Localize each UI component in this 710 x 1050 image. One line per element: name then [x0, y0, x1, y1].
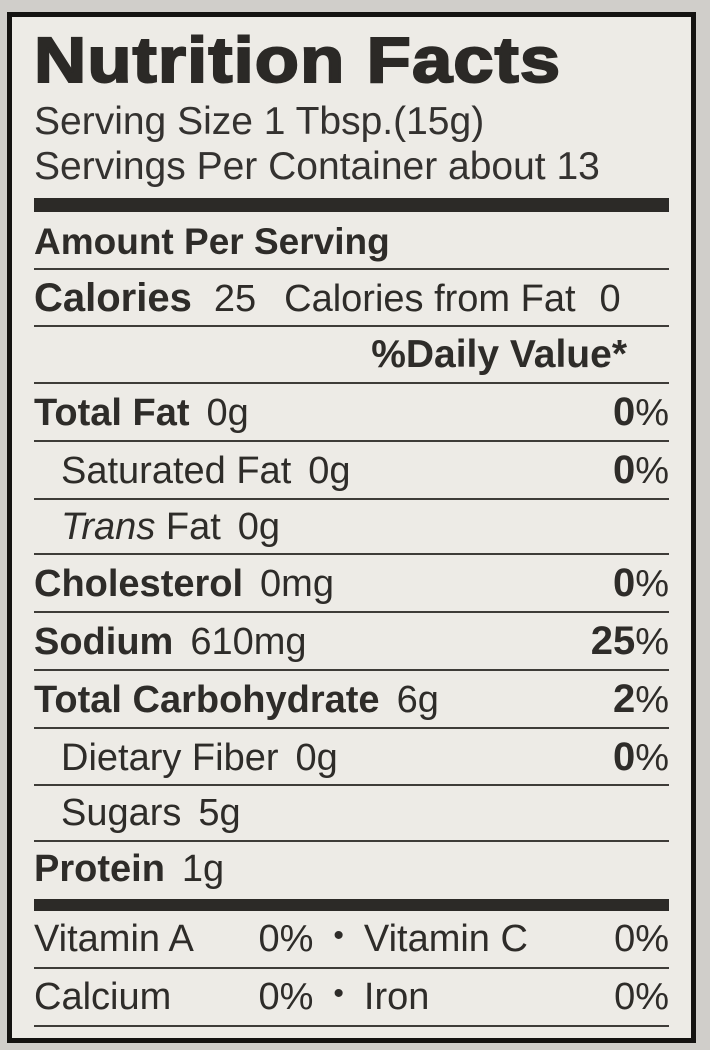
nutrient-row-total-carbohydrate: Total Carbohydrate 6g 2% — [34, 668, 669, 727]
vitamin-a-cell: Vitamin A 0% — [34, 918, 313, 961]
calories-from-fat-label: Calories from Fat — [284, 277, 576, 320]
nutrient-row-sodium: Sodium 610mg 25% — [34, 610, 669, 669]
iron-value: 0% — [614, 976, 669, 1019]
nutrient-name: Protein — [34, 847, 165, 890]
vitamin-row-a-c: Vitamin A 0% • Vitamin C 0% — [34, 911, 669, 967]
vitamin-c-cell: Vitamin C 0% — [364, 918, 669, 961]
nutrient-daily-value: 0% — [612, 390, 669, 434]
nutrient-daily-value: 0% — [612, 561, 669, 606]
vitamin-c-value: 0% — [614, 918, 669, 961]
nutrient-amount: 610mg — [190, 620, 307, 663]
nutrient-daily-value: 0% — [612, 734, 669, 779]
nutrient-name: Sodium — [34, 620, 174, 663]
iron-label: Iron — [363, 976, 430, 1019]
bullet-separator: • — [333, 919, 344, 953]
vitamin-a-value: 0% — [258, 918, 314, 961]
nutrient-amount: 5g — [198, 792, 241, 835]
vitamin-c-label: Vitamin C — [363, 918, 528, 961]
nutrient-name: Dietary Fiber — [61, 736, 279, 779]
bullet-separator: • — [333, 977, 344, 1011]
daily-value-header-label: %Daily Value* — [371, 333, 627, 377]
nutrient-name: Cholesterol — [34, 563, 244, 606]
serving-size: Serving Size 1 Tbsp.(15g) — [34, 100, 485, 144]
nutrient-amount: 0g — [308, 449, 351, 492]
vitamin-a-label: Vitamin A — [34, 918, 194, 961]
nutrient-daily-value: 2% — [612, 676, 669, 721]
nutrient-row-saturated-fat: Saturated Fat 0g 0% — [34, 439, 669, 498]
nutrient-daily-value: 25% — [590, 618, 669, 663]
calories-row: Calories 25 Calories from Fat 0 — [34, 267, 669, 326]
nutrition-facts-label: Nutrition Facts Serving Size 1 Tbsp.(15g… — [7, 12, 696, 1043]
vitamin-row-calcium-iron: Calcium 0% • Iron 0% — [34, 967, 669, 1025]
nutrient-row-protein: Protein 1g — [34, 839, 669, 896]
nutrient-amount: 0mg — [260, 563, 334, 606]
nutrient-name: Total Fat — [34, 392, 190, 434]
nutrient-row-sugars: Sugars 5g — [34, 784, 669, 840]
nutrient-name: Saturated Fat — [61, 449, 292, 492]
calories-from-fat-value: 0 — [599, 277, 621, 320]
nutrient-amount: 1g — [181, 847, 225, 890]
calories-value: 25 — [213, 277, 257, 320]
nutrient-amount: 6g — [396, 678, 439, 721]
calcium-cell: Calcium 0% — [34, 976, 313, 1019]
nutrient-row-total-fat: Total Fat 0g 0% — [34, 382, 669, 440]
calcium-label: Calcium — [34, 976, 172, 1019]
nutrient-row-dietary-fiber: Dietary Fiber 0g 0% — [34, 726, 669, 785]
amount-per-serving-label: Amount Per Serving — [34, 221, 390, 263]
thick-separator-bottom — [34, 899, 669, 912]
nutrient-daily-value: 0% — [612, 447, 669, 492]
iron-cell: Iron 0% — [364, 976, 669, 1019]
thick-separator-top — [34, 198, 669, 213]
nutrient-row-cholesterol: Cholesterol 0mg 0% — [34, 553, 669, 611]
calories-label: Calories — [34, 275, 192, 320]
daily-value-header: %Daily Value* — [34, 325, 669, 382]
servings-per-container: Servings Per Container about 13 — [34, 144, 600, 188]
nutrient-amount: 0g — [295, 736, 338, 779]
amount-per-serving-header: Amount Per Serving — [34, 212, 669, 267]
nutrient-name: Trans Fat — [61, 505, 221, 548]
nutrient-amount: 0g — [206, 392, 249, 434]
nutrient-amount: 0g — [237, 505, 281, 548]
daily-value-footnote: *Percent Daily Values are based on a 2,0… — [34, 1025, 669, 1038]
footnote-line-1: *Percent Daily Values are based on a — [34, 1035, 669, 1038]
nutrient-name: Total Carbohydrate — [34, 678, 380, 721]
nutrient-name: Sugars — [61, 792, 182, 835]
calcium-value: 0% — [258, 976, 314, 1019]
label-title: Nutrition Facts — [33, 24, 562, 96]
nutrient-row-trans-fat: Trans Fat 0g — [34, 497, 669, 554]
